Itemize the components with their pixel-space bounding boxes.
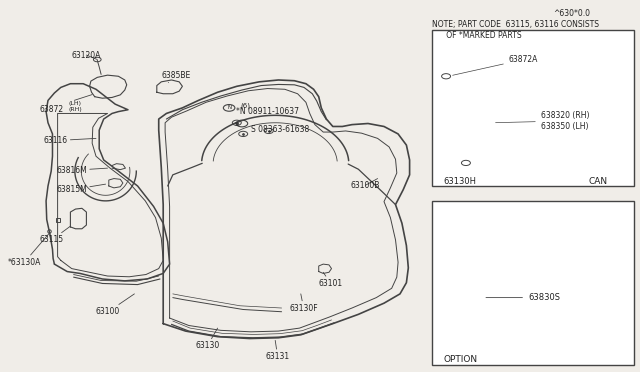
Text: 63130H: 63130H xyxy=(444,177,477,186)
Text: 63816M: 63816M xyxy=(56,166,108,175)
Text: 63116: 63116 xyxy=(44,136,96,145)
Text: ^630*0.0: ^630*0.0 xyxy=(554,9,591,18)
Text: 63131: 63131 xyxy=(266,340,290,361)
Text: (RH): (RH) xyxy=(68,107,82,112)
Text: S 08363-61638: S 08363-61638 xyxy=(251,125,309,134)
Text: 63130: 63130 xyxy=(195,328,220,350)
Text: 63101: 63101 xyxy=(319,272,343,288)
Text: (6): (6) xyxy=(240,102,250,109)
Text: 638320 (RH)
638350 (LH): 638320 (RH) 638350 (LH) xyxy=(495,111,589,131)
Text: *63130A: *63130A xyxy=(8,232,50,267)
Text: *N 08911-10637: *N 08911-10637 xyxy=(236,107,298,116)
Text: 63100: 63100 xyxy=(96,294,134,316)
Text: 63130F: 63130F xyxy=(289,294,318,312)
FancyBboxPatch shape xyxy=(432,30,634,186)
Text: S: S xyxy=(235,122,239,127)
Text: 63120A: 63120A xyxy=(72,51,101,60)
Text: 63830S: 63830S xyxy=(486,293,560,302)
Text: 63815M: 63815M xyxy=(56,184,106,194)
Text: N: N xyxy=(227,105,231,110)
Text: OPTION: OPTION xyxy=(444,355,477,364)
Text: 6385BE: 6385BE xyxy=(161,71,191,83)
Text: 63872: 63872 xyxy=(40,105,64,114)
Text: 63872A: 63872A xyxy=(452,55,538,75)
Text: CAN: CAN xyxy=(589,177,608,186)
Text: (LH): (LH) xyxy=(68,101,81,106)
Text: 63100B: 63100B xyxy=(351,179,380,190)
Text: 63115: 63115 xyxy=(40,226,70,244)
FancyBboxPatch shape xyxy=(432,201,634,365)
Text: NOTE; PART CODE  63115, 63116 CONSISTS
      OF *MARKED PARTS: NOTE; PART CODE 63115, 63116 CONSISTS OF… xyxy=(432,20,599,40)
